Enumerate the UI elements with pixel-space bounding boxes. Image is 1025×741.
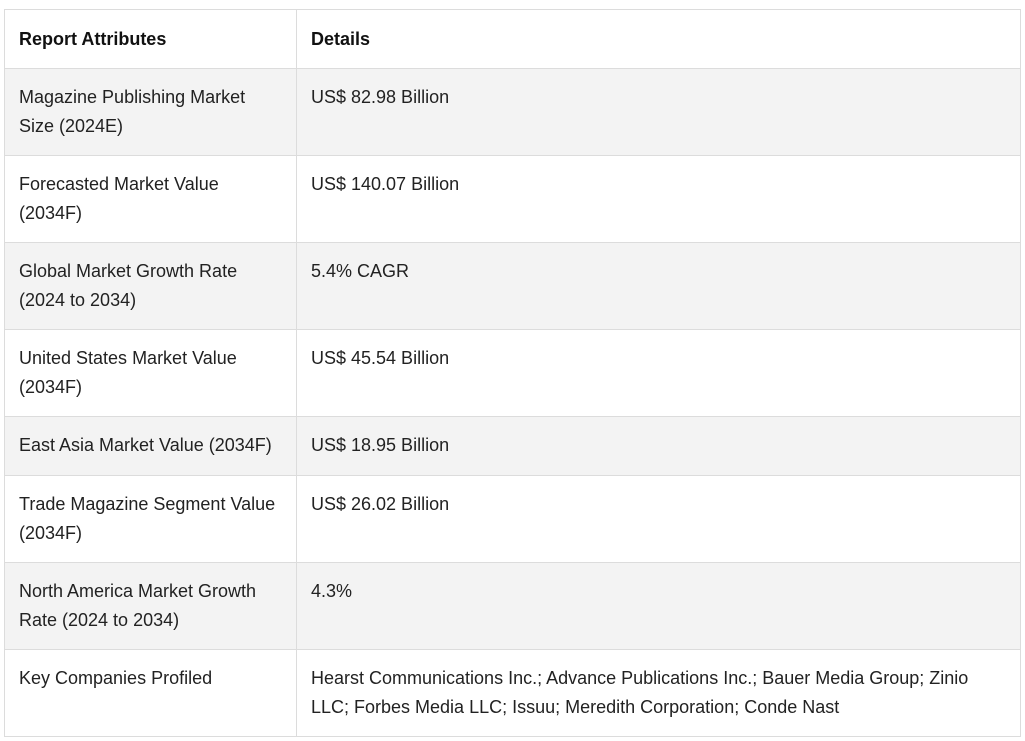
table-row: Trade Magazine Segment Value (2034F) US$… [4, 475, 1021, 563]
report-attributes-table: Report Attributes Details Magazine Publi… [4, 9, 1021, 737]
details-cell: US$ 18.95 Billion [296, 416, 1021, 476]
table-row: Global Market Growth Rate (2024 to 2034)… [4, 242, 1021, 330]
table-header-row: Report Attributes Details [4, 9, 1021, 69]
table-row: Forecasted Market Value (2034F) US$ 140.… [4, 155, 1021, 243]
table-row: Magazine Publishing Market Size (2024E) … [4, 68, 1021, 156]
details-cell: 5.4% CAGR [296, 242, 1021, 330]
attribute-cell: Forecasted Market Value (2034F) [4, 155, 297, 243]
details-cell: US$ 26.02 Billion [296, 475, 1021, 563]
column-header-report-attributes: Report Attributes [4, 9, 297, 69]
table-row: East Asia Market Value (2034F) US$ 18.95… [4, 416, 1021, 476]
attribute-cell: Magazine Publishing Market Size (2024E) [4, 68, 297, 156]
attribute-cell: Global Market Growth Rate (2024 to 2034) [4, 242, 297, 330]
details-cell: Hearst Communications Inc.; Advance Publ… [296, 649, 1021, 737]
attribute-cell: East Asia Market Value (2034F) [4, 416, 297, 476]
table-row: North America Market Growth Rate (2024 t… [4, 562, 1021, 650]
attribute-cell: United States Market Value (2034F) [4, 329, 297, 417]
table-row: United States Market Value (2034F) US$ 4… [4, 329, 1021, 417]
details-cell: US$ 45.54 Billion [296, 329, 1021, 417]
details-cell: 4.3% [296, 562, 1021, 650]
attribute-cell: Trade Magazine Segment Value (2034F) [4, 475, 297, 563]
column-header-details: Details [296, 9, 1021, 69]
table-row: Key Companies Profiled Hearst Communicat… [4, 649, 1021, 737]
attribute-cell: Key Companies Profiled [4, 649, 297, 737]
attribute-cell: North America Market Growth Rate (2024 t… [4, 562, 297, 650]
details-cell: US$ 140.07 Billion [296, 155, 1021, 243]
details-cell: US$ 82.98 Billion [296, 68, 1021, 156]
